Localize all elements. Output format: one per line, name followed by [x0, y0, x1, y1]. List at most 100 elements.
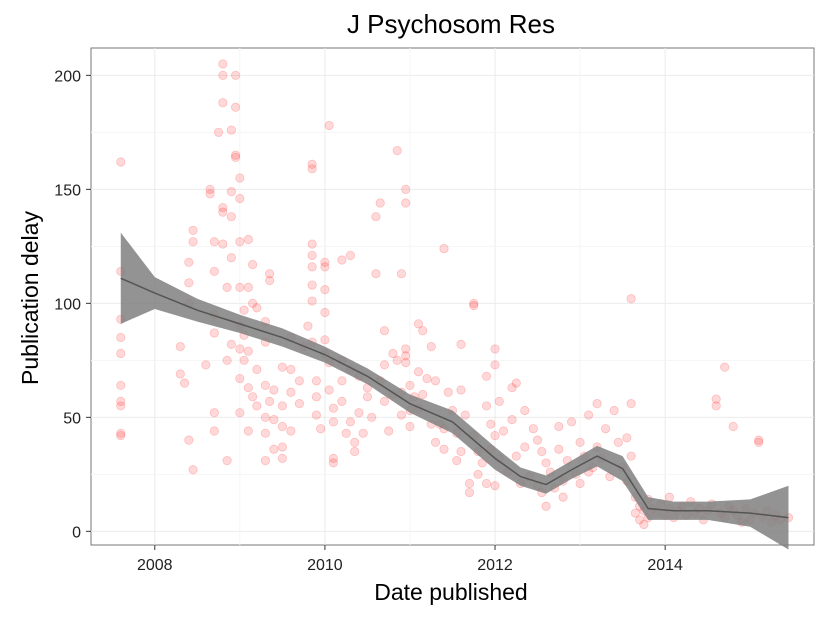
data-point — [243, 234, 253, 245]
data-point — [473, 469, 483, 479]
data-point — [401, 184, 411, 194]
data-point — [188, 237, 198, 247]
data-point — [231, 150, 241, 160]
data-point — [350, 437, 360, 448]
data-point — [537, 446, 547, 457]
data-point — [554, 421, 564, 432]
data-point — [375, 198, 385, 208]
data-point — [226, 212, 236, 222]
data-point — [307, 250, 317, 261]
data-point — [439, 444, 449, 454]
data-point — [265, 275, 275, 286]
data-point — [201, 360, 211, 370]
data-point — [384, 426, 394, 436]
data-point — [626, 294, 636, 304]
data-point — [456, 385, 466, 395]
data-point — [532, 435, 543, 445]
data-point — [277, 401, 287, 411]
data-point — [209, 426, 219, 436]
data-point — [405, 421, 415, 432]
data-point — [728, 421, 738, 432]
data-point — [379, 360, 390, 370]
y-tick-label: 0 — [72, 524, 81, 541]
data-point — [469, 298, 479, 308]
data-point — [635, 515, 645, 525]
data-point — [443, 387, 453, 397]
data-point — [664, 492, 675, 502]
data-point — [252, 364, 262, 375]
data-point — [460, 410, 470, 420]
data-point — [324, 385, 334, 395]
x-tick-label: 2010 — [307, 557, 343, 574]
data-point — [218, 207, 228, 217]
y-axis-label: Publication delay — [17, 211, 43, 385]
data-point — [277, 362, 287, 372]
data-point — [179, 378, 190, 388]
smooth-fit — [120, 232, 789, 550]
data-point — [566, 417, 577, 427]
data-point — [226, 187, 236, 197]
data-point — [184, 435, 194, 445]
data-point — [235, 193, 245, 204]
data-point — [231, 152, 241, 163]
data-point — [188, 465, 198, 475]
data-point — [320, 307, 330, 318]
data-point — [362, 392, 373, 402]
data-point — [405, 380, 415, 391]
data-point — [430, 437, 441, 448]
data-point — [396, 410, 407, 420]
data-point — [396, 269, 407, 279]
x-axis-label: Date published — [374, 579, 527, 605]
y-tick-label: 150 — [54, 182, 81, 199]
plot-background — [90, 47, 815, 546]
data-point — [307, 159, 317, 169]
data-point — [401, 344, 411, 354]
data-point — [209, 328, 219, 338]
data-point — [116, 332, 126, 343]
data-point — [601, 424, 611, 434]
smooth-line — [120, 277, 789, 519]
data-point — [558, 492, 568, 502]
data-point — [218, 70, 228, 80]
data-point — [184, 278, 194, 288]
data-point — [320, 262, 330, 272]
data-point — [116, 380, 126, 391]
data-point — [354, 408, 364, 418]
data-point — [490, 344, 500, 354]
data-point — [307, 262, 317, 272]
data-point — [311, 392, 322, 402]
data-point — [350, 446, 360, 457]
data-point — [286, 426, 296, 436]
data-point — [239, 305, 249, 315]
data-point — [413, 319, 424, 329]
chart-title: J Psychosom Res — [347, 9, 555, 39]
data-point — [418, 389, 428, 400]
data-point — [345, 417, 356, 427]
data-point — [269, 444, 279, 454]
x-tick-label: 2012 — [477, 557, 513, 574]
data-point — [622, 433, 632, 443]
data-point — [575, 437, 585, 448]
data-point — [520, 405, 530, 416]
data-point — [316, 424, 326, 434]
data-point — [337, 376, 347, 386]
data-point — [248, 298, 258, 308]
data-point — [184, 257, 194, 267]
data-point — [286, 364, 296, 375]
data-point — [490, 360, 500, 370]
data-point — [260, 428, 270, 438]
data-point — [243, 346, 253, 356]
data-point — [367, 412, 377, 422]
data-point — [345, 250, 356, 261]
data-point — [711, 401, 721, 411]
data-point — [430, 376, 441, 386]
data-point — [413, 367, 424, 377]
data-point — [626, 399, 636, 409]
data-point — [235, 173, 245, 183]
data-point — [205, 184, 215, 194]
data-point — [490, 481, 500, 491]
data-point — [218, 239, 228, 249]
y-tick-label: 50 — [63, 410, 81, 427]
data-point — [341, 428, 351, 438]
